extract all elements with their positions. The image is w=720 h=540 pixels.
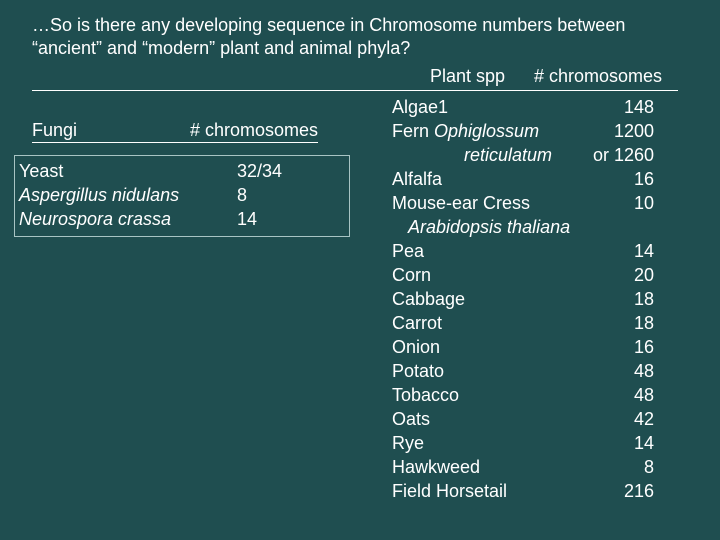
plant-value: 216 [623,481,654,501]
plant-name: Corn [392,265,432,285]
plant-name: Potato [392,361,445,381]
title-line-2: “ancient” and “modern” plant and animal … [32,38,411,58]
plant-value: 48 [633,385,654,405]
fungi-row: Neurospora crassa 14 [19,208,257,231]
plant-name: Onion [392,337,441,357]
fungi-header-row: Fungi # chromosomes [32,120,318,143]
plant-row: Pea 14 [392,239,662,263]
fungi-name: Yeast [19,161,64,181]
plant-value: 10 [633,193,654,213]
plant-name: Field Horsetail [392,481,508,501]
plant-value: 14 [633,241,654,261]
plant-row: Mouse-ear Cress 10 [392,191,662,215]
plant-name-prefix: Fern [392,121,435,141]
plant-row: Corn 20 [392,263,662,287]
plant-row: Algae1 148 [392,95,662,119]
plant-chromosomes-header: # chromosomes [534,66,663,86]
plant-name-scientific: reticulatum [464,145,553,165]
plant-value: 16 [633,337,654,357]
fungi-chromosomes-header: # chromosomes [189,120,318,140]
plant-row-continuation: Arabidopsis thaliana [392,215,662,239]
plant-row: Carrot 18 [392,311,662,335]
plant-value: 42 [633,409,654,429]
plant-row: Potato 48 [392,359,662,383]
plant-name: Algae1 [392,97,449,117]
plant-row: Field Horsetail 216 [392,479,662,503]
fungi-name: Neurospora crassa [19,209,172,229]
plant-value: or 1260 [592,145,654,165]
title-line-1: …So is there any developing sequence in … [32,15,626,35]
plant-value: 16 [633,169,654,189]
plant-name: Alfalfa [392,169,443,189]
plant-value: 14 [633,433,654,453]
fungi-table: Yeast 32/34 Aspergillus nidulans 8 Neuro… [14,155,350,237]
plant-row: Tobacco 48 [392,383,662,407]
plant-name: Carrot [392,313,443,333]
slide-title: …So is there any developing sequence in … [32,14,702,60]
plant-value: 20 [633,265,654,285]
fungi-value: 8 [237,185,248,205]
plant-header-row: Plant spp # chromosomes [32,66,678,91]
fungi-name: Aspergillus nidulans [19,185,180,205]
plant-row: Hawkweed 8 [392,455,662,479]
plant-name: Fern Ophiglossum [392,121,539,141]
plant-row: Oats 42 [392,407,662,431]
plant-value: 18 [633,289,654,309]
plant-row: Onion 16 [392,335,662,359]
plant-row: Rye 14 [392,431,662,455]
fungi-row: Aspergillus nidulans 8 [19,184,247,207]
plant-name: Hawkweed [392,457,481,477]
plant-name: Rye [392,433,425,453]
plant-name-scientific: Arabidopsis thaliana [408,217,571,237]
fungi-label: Fungi [32,120,78,140]
plant-value: 48 [633,361,654,381]
plant-value: 148 [623,97,654,117]
fungi-value: 14 [237,209,258,229]
fungi-row: Yeast 32/34 [19,160,282,183]
plant-row-continuation: reticulatum or 1260 [392,143,662,167]
plant-row: Fern Ophiglossum 1200 [392,119,662,143]
plant-value: 18 [633,313,654,333]
plant-name: Cabbage [392,289,466,309]
plant-name: Pea [392,241,425,261]
plant-row: Cabbage 18 [392,287,662,311]
plant-name: Tobacco [392,385,460,405]
fungi-value: 32/34 [237,161,283,181]
plant-name: Oats [392,409,431,429]
plant-name: Mouse-ear Cress [392,193,531,213]
plant-table: Algae1 148 Fern Ophiglossum 1200 reticul… [392,95,662,503]
plant-name-scientific: Ophiglossum [434,121,540,141]
plant-value: 1200 [613,121,654,141]
plant-value: 8 [643,457,654,477]
plant-row: Alfalfa 16 [392,167,662,191]
plant-species-header: Plant spp [430,66,506,86]
